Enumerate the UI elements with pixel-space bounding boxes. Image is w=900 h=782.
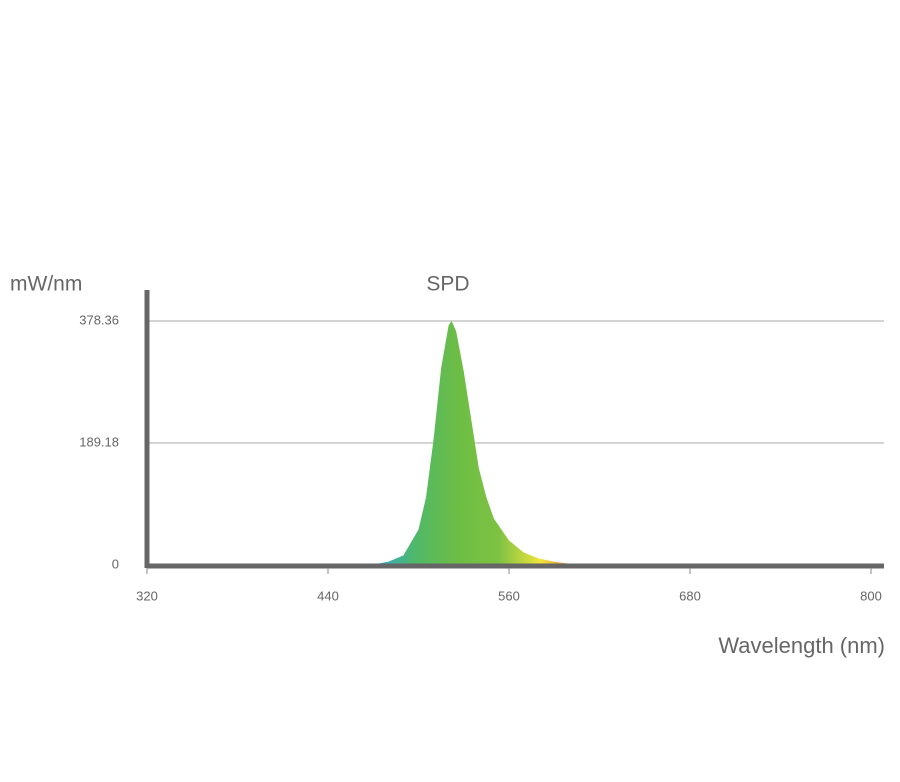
x-tick-label: 800 — [860, 588, 882, 603]
spectrum-area — [328, 321, 871, 565]
chart-title: SPD — [426, 273, 469, 296]
y-axis-label: mW/nm — [10, 273, 82, 296]
y-tick-label: 0 — [112, 556, 119, 571]
x-tick-label: 560 — [498, 588, 520, 603]
x-tick-label: 320 — [136, 588, 158, 603]
x-axis-label: Wavelength (nm) — [718, 633, 885, 658]
x-tick-label: 680 — [679, 588, 701, 603]
y-tick-label: 378.36 — [79, 312, 119, 327]
y-tick-label: 189.18 — [79, 434, 119, 449]
x-tick-label: 440 — [317, 588, 339, 603]
